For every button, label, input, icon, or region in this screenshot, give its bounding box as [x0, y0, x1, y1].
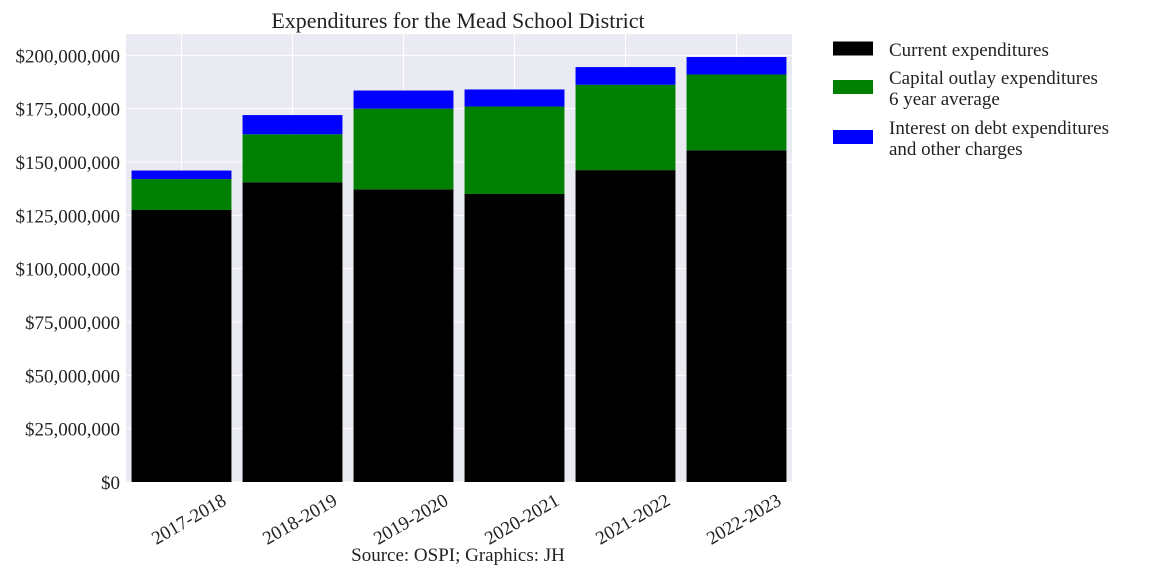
legend: Current expenditures Capital outlay expen…: [833, 40, 1109, 160]
bars: [131, 57, 787, 482]
y-tick-label: $0: [101, 473, 120, 494]
bar-segment-2020-2021-series-0: [464, 194, 565, 482]
y-tick-label: $150,000,000: [16, 153, 121, 174]
bar-segment-2021-2022-series-2: [575, 67, 676, 85]
y-tick-label: $100,000,000: [16, 260, 121, 281]
legend-label: Capital outlay expenditures: [889, 68, 1098, 89]
legend-swatch: [833, 41, 873, 56]
legend-label: and other charges: [889, 139, 1023, 160]
bar-segment-2018-2019-series-1: [242, 134, 343, 183]
x-axis: 2017-2018 2018-2019 2019-2020 2020-2021 2021…: [148, 490, 785, 549]
y-axis: $0 $25,000,000 $50,000,000 $75,000,000 $100,…: [16, 46, 121, 494]
bar-segment-2022-2023-series-0: [686, 150, 787, 482]
x-tick-label: 2017-2018: [148, 490, 230, 549]
legend-swatch: [833, 130, 873, 144]
bar-segment-2019-2020-series-2: [353, 90, 454, 109]
y-tick-label: $200,000,000: [16, 46, 121, 67]
legend-label: Interest on debt expenditures: [889, 118, 1109, 139]
x-tick-label: 2020-2021: [481, 490, 563, 549]
legend-label: 6 year average: [889, 89, 1000, 110]
bar-segment-2017-2018-series-2: [131, 170, 232, 180]
y-tick-label: $25,000,000: [25, 420, 120, 441]
bar-segment-2020-2021-series-2: [464, 89, 565, 107]
legend-label: Current expenditures: [889, 40, 1049, 61]
bar-segment-2021-2022-series-0: [575, 170, 676, 482]
bar-segment-2022-2023-series-1: [686, 74, 787, 151]
bar-segment-2017-2018-series-0: [131, 210, 232, 482]
bar-segment-2020-2021-series-1: [464, 106, 565, 194]
y-tick-label: $175,000,000: [16, 100, 121, 121]
bar-segment-2018-2019-series-0: [242, 182, 343, 482]
x-tick-label: 2019-2020: [370, 490, 452, 549]
y-tick-label: $75,000,000: [25, 313, 120, 334]
x-tick-label: 2022-2023: [703, 490, 785, 549]
bar-segment-2019-2020-series-1: [353, 108, 454, 190]
bar-segment-2022-2023-series-2: [686, 57, 787, 75]
chart-title: Expenditures for the Mead School Distric…: [271, 8, 644, 33]
bar-segment-2018-2019-series-2: [242, 115, 343, 135]
y-tick-label: $125,000,000: [16, 206, 121, 227]
x-axis-label: Source: OSPI; Graphics: JH: [351, 545, 565, 566]
legend-swatch: [833, 80, 873, 94]
bar-segment-2021-2022-series-1: [575, 84, 676, 171]
x-tick-label: 2021-2022: [592, 490, 674, 549]
x-tick-label: 2018-2019: [259, 490, 341, 549]
y-tick-label: $50,000,000: [25, 366, 120, 387]
bar-segment-2017-2018-series-1: [131, 179, 232, 210]
bar-segment-2019-2020-series-0: [353, 189, 454, 482]
